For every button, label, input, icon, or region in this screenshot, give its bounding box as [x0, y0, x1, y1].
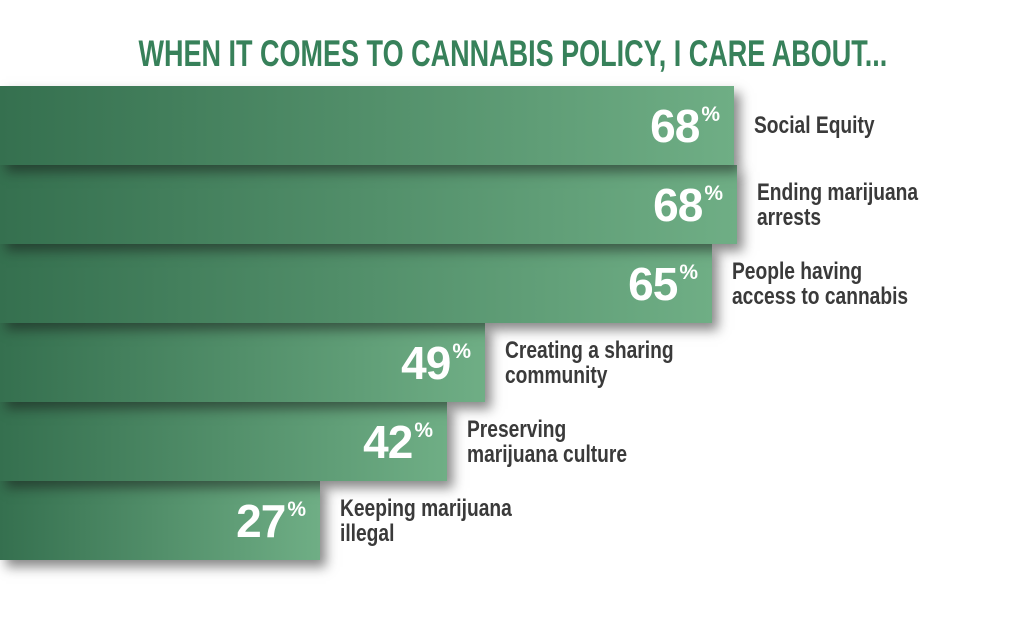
bar-label-line: Ending marijuana: [757, 178, 919, 206]
percent-sign: %: [701, 102, 720, 126]
bar-label: Keeping marijuana illegal: [340, 481, 512, 560]
bar-label-line: arrests: [757, 203, 822, 231]
bar-label: People having access to cannabis: [732, 244, 908, 323]
bar-value-number: 68: [650, 99, 700, 152]
bar-value: 65 %: [628, 261, 698, 307]
bar: 27 %: [0, 481, 320, 560]
bar: 68 %: [0, 86, 734, 165]
bar-label-line: Keeping marijuana: [340, 494, 512, 522]
bar-label-line: marijuana culture: [467, 440, 628, 468]
bar-label: Creating a sharing community: [505, 323, 674, 402]
bar: 49 %: [0, 323, 485, 402]
bar-value: 68 %: [653, 182, 723, 228]
bar-value-number: 68: [653, 178, 703, 231]
bar-label-line: Creating a sharing: [505, 336, 674, 364]
bar-value-number: 27: [236, 494, 286, 547]
percent-sign: %: [679, 260, 698, 284]
percent-sign: %: [414, 418, 433, 442]
page-title: WHEN IT COMES TO CANNABIS POLICY, I CARE…: [0, 34, 1024, 74]
bar-label-line: community: [505, 361, 608, 389]
page-title-text: WHEN IT COMES TO CANNABIS POLICY, I CARE…: [138, 33, 888, 74]
bar-value-number: 42: [363, 415, 413, 468]
bar-label-line: Preserving: [467, 415, 567, 443]
bar-label: Preserving marijuana culture: [467, 402, 627, 481]
percent-sign: %: [452, 339, 471, 363]
bar-value: 27 %: [236, 498, 306, 544]
bar-value-number: 49: [401, 336, 451, 389]
bar-label-line: Social Equity: [754, 112, 875, 139]
bar-label: Social Equity: [754, 86, 875, 165]
bar: 65 %: [0, 244, 712, 323]
bar: 68 %: [0, 165, 737, 244]
bar: 42 %: [0, 402, 447, 481]
bar-value-number: 65: [628, 257, 678, 310]
bar-value: 42 %: [363, 419, 433, 465]
percent-sign: %: [287, 497, 306, 521]
bar-label: Ending marijuana arrests: [757, 165, 918, 244]
bar-label-line: illegal: [340, 519, 395, 547]
bar-value: 49 %: [401, 340, 471, 386]
bar-label-line: People having: [732, 257, 863, 285]
bar-value: 68 %: [650, 103, 720, 149]
percent-sign: %: [704, 181, 723, 205]
bar-label-line: access to cannabis: [732, 282, 909, 310]
